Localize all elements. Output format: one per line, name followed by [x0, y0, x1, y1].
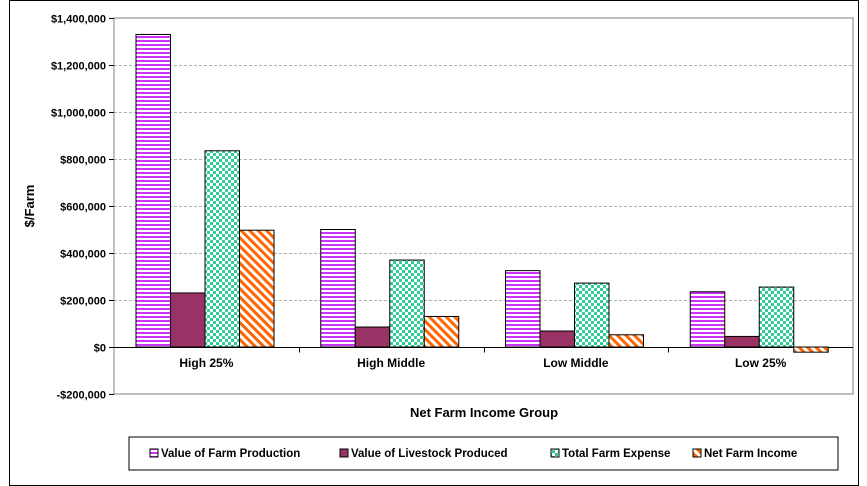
bar-livestock: [170, 292, 206, 348]
x-category-label: Low 25%: [735, 356, 787, 370]
bar-farm-production: [320, 229, 356, 348]
bar-livestock: [724, 335, 760, 348]
legend-label: Value of Farm Production: [161, 448, 300, 460]
bar-farm-production: [505, 270, 541, 348]
y-tick-label: $600,000: [60, 202, 106, 214]
y-tick-label: $0: [94, 343, 106, 355]
bar-livestock: [354, 326, 391, 348]
bar-farm-expense: [574, 282, 610, 348]
bar-net-income: [608, 334, 644, 348]
x-category-label: Low Middle: [543, 356, 609, 370]
legend-swatch: [149, 448, 159, 458]
bar-net-income: [793, 346, 829, 353]
y-tick-label: $1,200,000: [51, 61, 106, 73]
legend-label: Value of Livestock Produced: [351, 448, 508, 460]
y-tick-label: $1,400,000: [51, 14, 106, 26]
bar-farm-production: [689, 291, 726, 348]
y-tick-label: -$200,000: [56, 390, 106, 402]
x-category-label: High Middle: [357, 356, 425, 370]
bar-farm-production: [135, 33, 171, 348]
bar-net-income: [239, 229, 275, 348]
x-axis-label: Net Farm Income Group: [410, 405, 558, 420]
y-tick-label: $1,000,000: [51, 108, 106, 120]
y-tick-label: $400,000: [60, 249, 106, 261]
legend-label: Total Farm Expense: [562, 448, 670, 460]
bar-net-income: [423, 315, 460, 348]
legend-swatch: [550, 448, 560, 458]
bar-farm-expense: [204, 150, 240, 348]
legend-swatch: [692, 448, 702, 458]
bar-farm-expense: [389, 259, 425, 348]
legend: Value of Farm Production Value of Livesto…: [128, 436, 839, 471]
x-category-label: High 25%: [179, 356, 233, 370]
y-tick-label: $200,000: [60, 296, 106, 308]
x-axis-categories: High 25% High Middle Low Middle Low 25%: [179, 347, 787, 370]
bars: [135, 33, 829, 353]
y-axis-label: $/Farm: [22, 185, 37, 228]
legend-swatch: [339, 448, 349, 458]
legend-box: [128, 436, 839, 471]
y-tick-label: $800,000: [60, 155, 106, 167]
bar-livestock: [539, 330, 575, 348]
bar-farm-expense: [758, 286, 795, 348]
legend-label: Net Farm Income: [704, 448, 797, 460]
y-axis-ticks: -$200,000 $0 $200,000 $400,000 $600,000 $800,…: [51, 14, 114, 402]
